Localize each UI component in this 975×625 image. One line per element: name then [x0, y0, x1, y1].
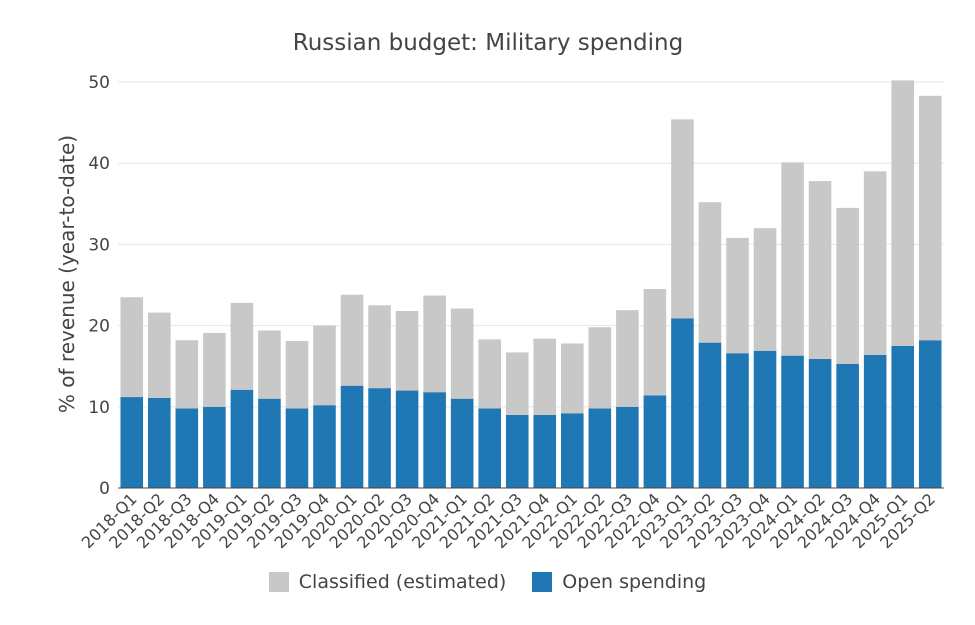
bar-classified-2018-Q3[interactable] [175, 340, 199, 409]
bar-classified-2021-Q1[interactable] [450, 308, 474, 399]
bar-classified-2024-Q1[interactable] [781, 162, 804, 356]
bar-open-2020-Q4[interactable] [423, 392, 446, 488]
bar-classified-2023-Q3[interactable] [726, 237, 749, 354]
bar-open-2024-Q2[interactable] [808, 358, 832, 488]
bar-open-2023-Q2[interactable] [698, 342, 722, 488]
bar-classified-2019-Q3[interactable] [285, 341, 309, 409]
bar-classified-2023-Q1[interactable] [671, 119, 694, 319]
bar-open-2025-Q1[interactable] [891, 345, 914, 488]
bar-open-2018-Q1[interactable] [120, 397, 144, 488]
bars [120, 80, 942, 488]
legend: Classified (estimated) Open spending [0, 571, 975, 593]
bar-open-2023-Q4[interactable] [753, 350, 777, 488]
bar-open-2022-Q4[interactable] [643, 395, 667, 488]
bar-classified-2019-Q1[interactable] [230, 302, 254, 390]
bar-open-2020-Q1[interactable] [340, 385, 364, 488]
bar-open-2019-Q2[interactable] [258, 398, 281, 488]
bar-classified-2022-Q3[interactable] [616, 310, 639, 407]
bar-classified-2018-Q2[interactable] [148, 312, 171, 398]
bar-classified-2022-Q2[interactable] [588, 327, 612, 409]
y-tick-labels: 0 10 20 30 40 50 [88, 73, 110, 499]
bar-classified-2024-Q2[interactable] [808, 181, 832, 359]
legend-item-open[interactable]: Open spending [532, 571, 706, 593]
bar-open-2018-Q3[interactable] [175, 408, 199, 488]
bar-open-2021-Q2[interactable] [478, 408, 501, 488]
bar-classified-2021-Q3[interactable] [505, 352, 529, 415]
bar-open-2023-Q3[interactable] [726, 353, 749, 488]
bar-classified-2024-Q3[interactable] [836, 207, 859, 364]
bar-open-2022-Q3[interactable] [616, 406, 639, 488]
bar-open-2024-Q3[interactable] [836, 363, 859, 488]
bar-open-2019-Q1[interactable] [230, 389, 254, 488]
bar-open-2021-Q1[interactable] [450, 398, 474, 488]
bar-open-2023-Q1[interactable] [671, 318, 694, 488]
bar-open-2024-Q1[interactable] [781, 355, 804, 488]
legend-label-classified: Classified (estimated) [298, 571, 507, 593]
bar-classified-2020-Q1[interactable] [340, 294, 364, 386]
bar-classified-2018-Q4[interactable] [203, 332, 226, 407]
bar-open-2020-Q3[interactable] [395, 390, 419, 488]
y-axis-label: % of revenue (year-to-date) [55, 135, 79, 413]
bar-open-2022-Q2[interactable] [588, 408, 612, 488]
chart-title: Russian budget: Military spending [293, 30, 683, 56]
legend-label-open: Open spending [562, 571, 707, 593]
bar-classified-2024-Q4[interactable] [863, 171, 887, 355]
bar-classified-2023-Q4[interactable] [753, 228, 777, 351]
bar-classified-2021-Q4[interactable] [533, 338, 557, 415]
bar-classified-2025-Q2[interactable] [918, 95, 942, 341]
bar-open-2018-Q2[interactable] [148, 397, 171, 488]
bar-classified-2020-Q4[interactable] [423, 295, 446, 393]
bar-open-2020-Q2[interactable] [368, 388, 391, 488]
y-tick-label: 0 [99, 479, 110, 499]
bar-classified-2019-Q2[interactable] [258, 330, 281, 399]
bar-classified-2022-Q4[interactable] [643, 289, 667, 396]
bar-classified-2018-Q1[interactable] [120, 297, 144, 398]
bar-classified-2020-Q2[interactable] [368, 305, 391, 389]
bar-open-2024-Q4[interactable] [863, 354, 887, 488]
bar-open-2021-Q3[interactable] [505, 414, 529, 488]
bar-classified-2025-Q1[interactable] [891, 80, 914, 346]
bar-classified-2023-Q2[interactable] [698, 202, 722, 343]
y-tick-label: 40 [88, 154, 110, 174]
bar-open-2025-Q2[interactable] [918, 340, 942, 488]
bar-classified-2022-Q1[interactable] [561, 343, 584, 414]
bar-open-2021-Q4[interactable] [533, 414, 557, 488]
bar-open-2018-Q4[interactable] [203, 406, 226, 488]
bar-open-2019-Q3[interactable] [285, 408, 309, 488]
bar-classified-2021-Q2[interactable] [478, 339, 501, 409]
legend-swatch-open [532, 572, 553, 592]
bar-classified-2020-Q3[interactable] [395, 310, 419, 391]
y-tick-label: 50 [88, 73, 110, 93]
bar-chart: Russian budget: Military spending % of r… [55, 30, 944, 552]
bar-classified-2019-Q4[interactable] [313, 325, 336, 406]
y-tick-label: 30 [88, 235, 110, 255]
grid-lines [118, 81, 944, 408]
y-tick-label: 20 [88, 317, 110, 337]
y-tick-label: 10 [88, 398, 110, 418]
legend-item-classified[interactable]: Classified (estimated) [268, 571, 507, 593]
legend-swatch-classified [268, 572, 289, 592]
bar-open-2022-Q1[interactable] [561, 413, 584, 488]
bar-open-2019-Q4[interactable] [313, 405, 336, 488]
x-tick-labels: 2018-Q12018-Q22018-Q32018-Q42019-Q12019-… [78, 489, 939, 552]
